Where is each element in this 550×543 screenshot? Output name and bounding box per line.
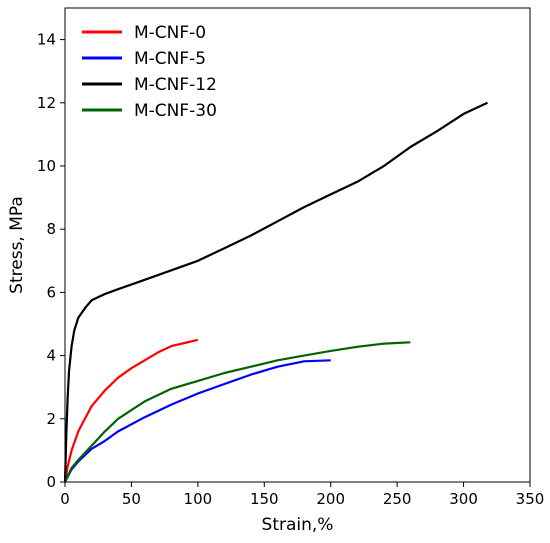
y-tick-label: 2 bbox=[46, 410, 56, 428]
y-tick-label: 4 bbox=[46, 347, 56, 365]
legend-label: M-CNF-5 bbox=[134, 49, 206, 69]
legend: M-CNF-0 M-CNF-5 M-CNF-12 M-CNF-30 bbox=[82, 23, 217, 121]
series-line-m-cnf-0 bbox=[63, 338, 199, 483]
x-tick-label: 350 bbox=[516, 490, 545, 508]
series-line-m-cnf-5 bbox=[64, 359, 331, 483]
series-layer bbox=[63, 101, 488, 483]
x-tick-label: 100 bbox=[184, 490, 213, 508]
y-tick-label: 6 bbox=[46, 283, 56, 301]
x-axis-title: Strain,% bbox=[262, 515, 334, 535]
plot-frame bbox=[64, 7, 531, 483]
y-tick-label: 12 bbox=[37, 94, 56, 112]
x-tick-label: 0 bbox=[60, 490, 70, 508]
x-tick-label: 200 bbox=[316, 490, 345, 508]
legend-label: M-CNF-0 bbox=[134, 23, 206, 43]
legend-label: M-CNF-12 bbox=[134, 75, 217, 95]
tick-layer: 0 50 100 150 200 250 300 350 0 2 4 6 8 10 12 14 bbox=[37, 31, 544, 508]
x-tick-label: 300 bbox=[449, 490, 478, 508]
x-tick-label: 250 bbox=[383, 490, 412, 508]
y-tick-label: 10 bbox=[37, 157, 56, 175]
legend-label: M-CNF-30 bbox=[134, 101, 217, 121]
x-tick-label: 50 bbox=[122, 490, 141, 508]
y-tick-label: 8 bbox=[46, 220, 56, 238]
series-line-m-cnf-12 bbox=[63, 101, 488, 483]
y-tick-label: 14 bbox=[37, 31, 56, 49]
series-line-m-cnf-30 bbox=[64, 341, 411, 483]
x-tick-label: 150 bbox=[250, 490, 279, 508]
y-axis-title: Stress, MPa bbox=[7, 196, 27, 294]
y-tick-label: 0 bbox=[46, 473, 56, 491]
